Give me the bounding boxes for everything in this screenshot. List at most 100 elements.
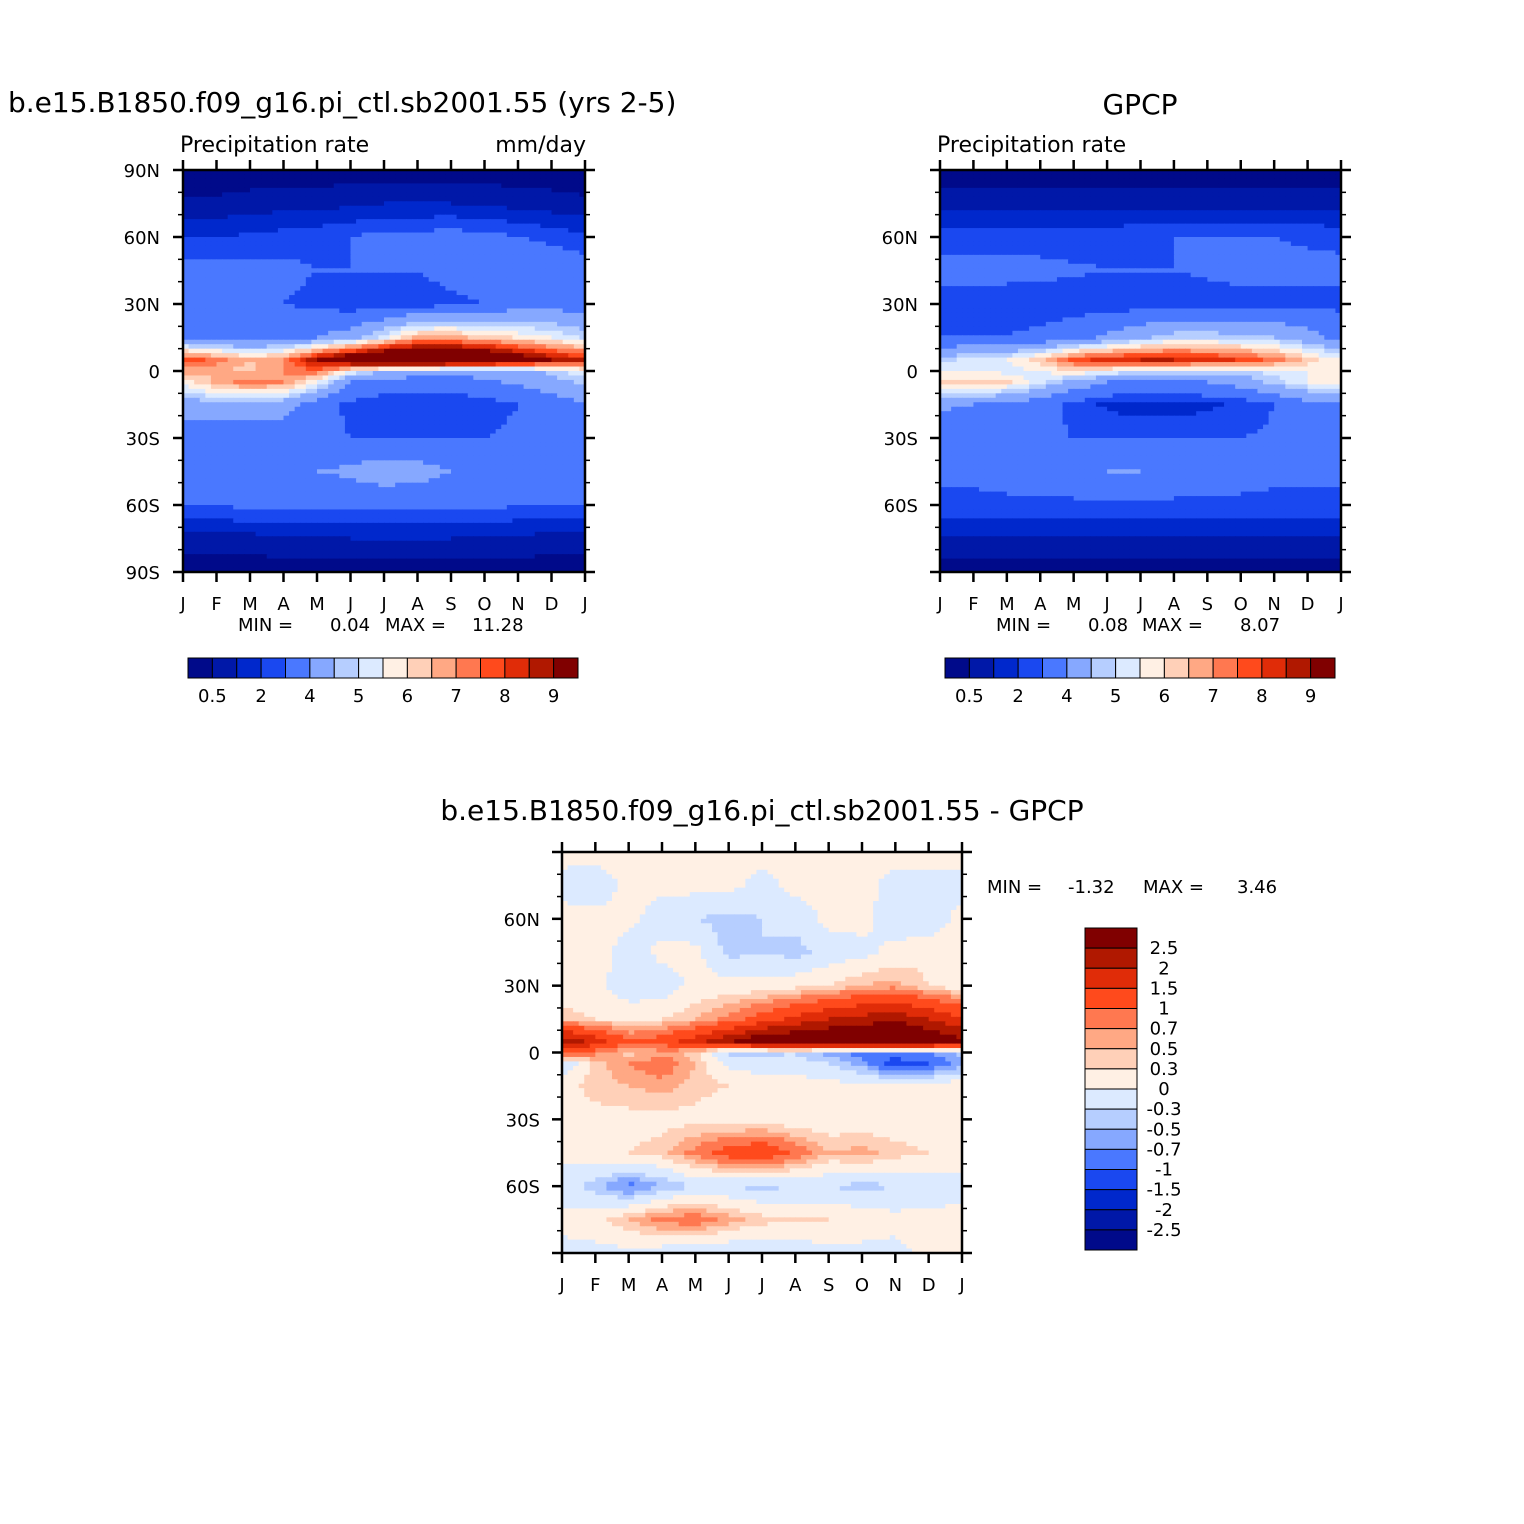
heatmap-cell bbox=[300, 357, 307, 363]
heatmap-cell bbox=[557, 330, 564, 336]
heatmap-cell bbox=[222, 205, 229, 211]
heatmap-cell bbox=[199, 219, 206, 225]
heatmap-cell bbox=[333, 411, 340, 417]
heatmap-cell bbox=[238, 219, 246, 225]
heatmap-cell bbox=[501, 245, 508, 251]
heatmap-cell bbox=[255, 429, 262, 435]
heatmap-cell bbox=[384, 330, 391, 336]
heatmap-cell bbox=[294, 170, 301, 176]
heatmap-cell bbox=[261, 366, 268, 372]
heatmap-cell bbox=[250, 281, 257, 287]
heatmap-cell bbox=[534, 460, 541, 466]
heatmap-cell bbox=[233, 384, 240, 390]
heatmap-cell bbox=[540, 415, 547, 421]
heatmap-cell bbox=[451, 170, 458, 176]
heatmap-cell bbox=[305, 330, 313, 336]
heatmap-cell bbox=[451, 335, 458, 341]
heatmap-cell bbox=[478, 219, 486, 225]
heatmap-cell bbox=[344, 420, 352, 426]
heatmap-cell bbox=[277, 192, 285, 198]
heatmap-cell bbox=[216, 460, 223, 466]
heatmap-cell bbox=[579, 362, 585, 368]
heatmap-cell bbox=[495, 446, 502, 452]
heatmap-cell bbox=[361, 455, 368, 461]
heatmap-cell bbox=[277, 214, 285, 220]
heatmap-cell bbox=[255, 183, 262, 189]
heatmap-cell bbox=[540, 438, 547, 444]
heatmap-cell bbox=[400, 281, 407, 287]
heatmap-cell bbox=[557, 326, 564, 332]
heatmap-cell bbox=[244, 388, 251, 394]
heatmap-cell bbox=[428, 353, 435, 359]
heatmap-cell bbox=[445, 375, 452, 381]
heatmap-cell bbox=[545, 393, 553, 399]
heatmap-cell bbox=[473, 362, 480, 368]
heatmap-cell bbox=[183, 344, 190, 350]
heatmap-cell bbox=[384, 192, 391, 198]
heatmap-cell bbox=[328, 397, 335, 403]
heatmap-cell bbox=[579, 304, 585, 310]
heatmap-cell bbox=[199, 330, 206, 336]
heatmap-cell bbox=[317, 201, 324, 207]
heatmap-cell bbox=[534, 312, 541, 318]
heatmap-cell bbox=[545, 357, 553, 363]
heatmap-cell bbox=[361, 210, 368, 216]
heatmap-cell bbox=[417, 362, 424, 368]
heatmap-cell bbox=[356, 469, 363, 475]
heatmap-cell bbox=[322, 362, 329, 368]
heatmap-cell bbox=[473, 268, 480, 274]
heatmap-cell bbox=[462, 379, 469, 385]
heatmap-cell bbox=[473, 473, 480, 479]
heatmap-cell bbox=[384, 277, 391, 283]
heatmap-cell bbox=[350, 424, 357, 430]
heatmap-cell bbox=[562, 415, 569, 421]
heatmap-cell bbox=[411, 183, 419, 189]
heatmap-cell bbox=[261, 464, 268, 470]
heatmap-cell bbox=[573, 339, 581, 345]
heatmap-cell bbox=[328, 174, 335, 180]
heatmap-cell bbox=[529, 420, 536, 426]
heatmap-cell bbox=[372, 464, 380, 470]
heatmap-cell bbox=[238, 424, 246, 430]
heatmap-cell bbox=[233, 263, 240, 269]
heatmap-cell bbox=[277, 330, 285, 336]
heatmap-cell bbox=[289, 415, 296, 421]
heatmap-cell bbox=[183, 299, 190, 305]
heatmap-cell bbox=[439, 339, 447, 345]
heatmap-cell bbox=[573, 286, 581, 292]
heatmap-cell bbox=[322, 268, 329, 274]
heatmap-cell bbox=[467, 241, 474, 247]
heatmap-cell bbox=[311, 259, 318, 265]
heatmap-cell bbox=[188, 299, 195, 305]
heatmap-cell bbox=[512, 388, 519, 394]
heatmap-cell bbox=[289, 223, 296, 229]
heatmap-cell bbox=[518, 183, 525, 189]
heatmap-cell bbox=[406, 254, 413, 260]
heatmap-cell bbox=[294, 326, 301, 332]
heatmap-cell bbox=[250, 384, 257, 390]
heatmap-cell bbox=[227, 469, 234, 475]
heatmap-cell bbox=[272, 357, 279, 363]
heatmap-cell bbox=[216, 299, 223, 305]
heatmap-cell bbox=[439, 174, 447, 180]
heatmap-cell bbox=[289, 237, 296, 243]
heatmap-cell bbox=[456, 371, 463, 377]
heatmap-cell bbox=[534, 362, 541, 368]
heatmap-cell bbox=[199, 250, 206, 256]
heatmap-cell bbox=[557, 277, 564, 283]
heatmap-cell bbox=[540, 317, 547, 323]
heatmap-cell bbox=[512, 219, 519, 225]
heatmap-cell bbox=[339, 241, 346, 247]
heatmap-cell bbox=[551, 312, 558, 318]
heatmap-cell bbox=[456, 402, 463, 408]
heatmap-cell bbox=[339, 295, 346, 301]
heatmap-cell bbox=[244, 241, 251, 247]
heatmap-cell bbox=[255, 201, 262, 207]
heatmap-cell bbox=[222, 415, 229, 421]
heatmap-cell bbox=[451, 330, 458, 336]
heatmap-cell bbox=[305, 201, 313, 207]
heatmap-cell bbox=[473, 353, 480, 359]
heatmap-cell bbox=[400, 245, 407, 251]
heatmap-cell bbox=[367, 178, 374, 184]
heatmap-cell bbox=[389, 237, 396, 243]
